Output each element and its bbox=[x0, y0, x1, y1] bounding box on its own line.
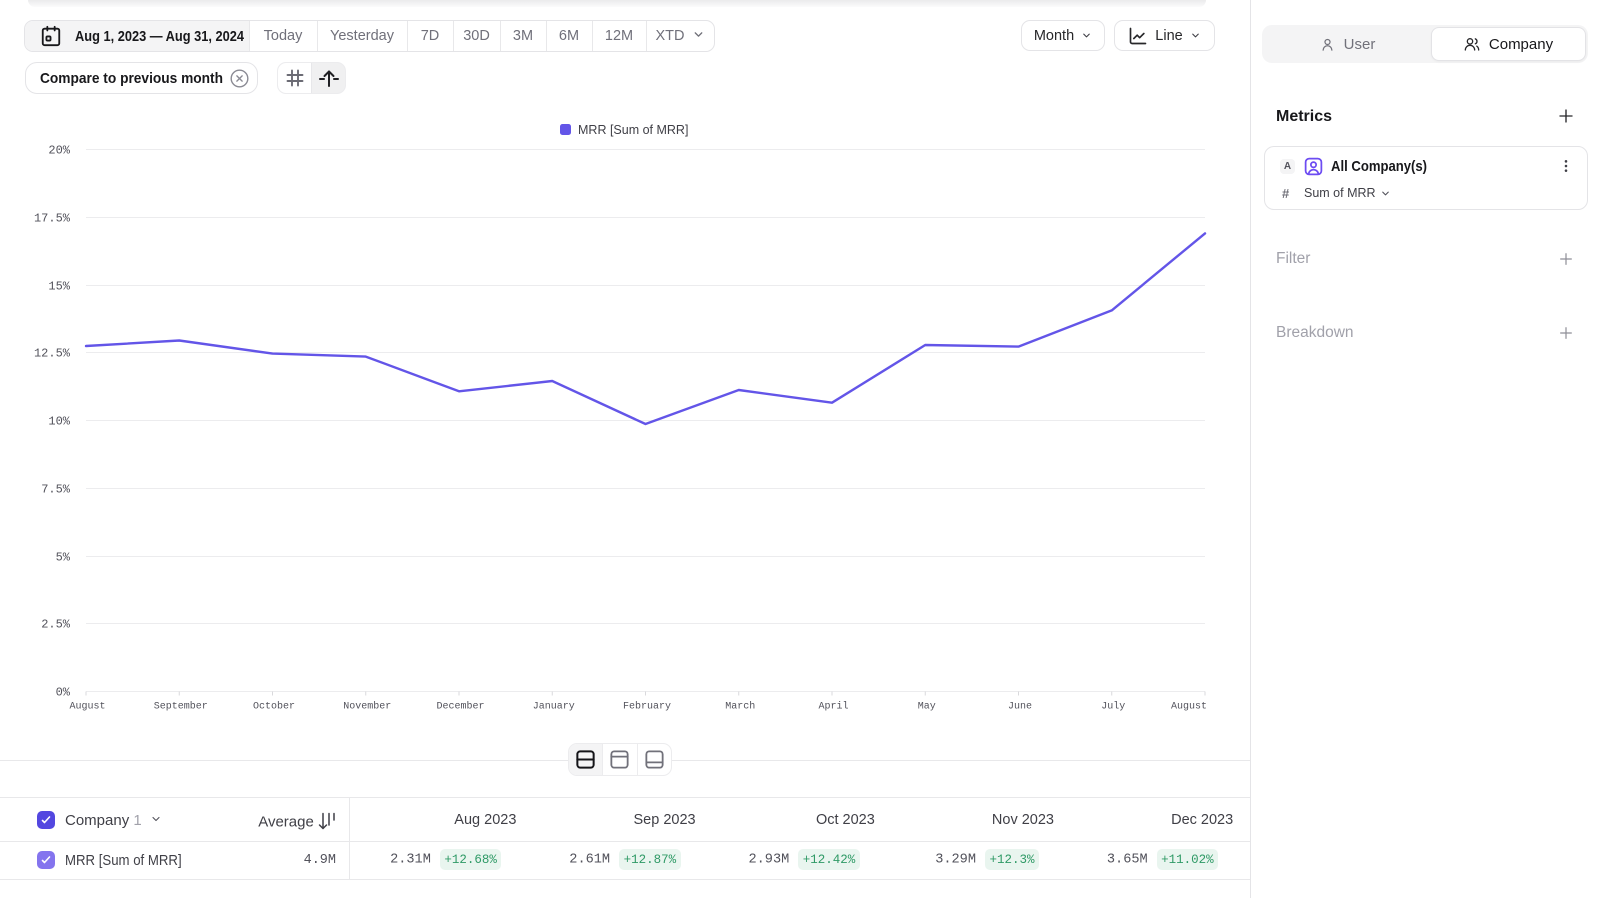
svg-text:September: September bbox=[154, 701, 208, 713]
svg-text:MRR [Sum of MRR]: MRR [Sum of MRR] bbox=[578, 123, 688, 137]
svg-text:July: July bbox=[1101, 701, 1125, 713]
svg-text:April: April bbox=[818, 701, 848, 713]
svg-text:20%: 20% bbox=[48, 144, 70, 158]
svg-text:10%: 10% bbox=[48, 415, 70, 429]
svg-text:December: December bbox=[436, 701, 484, 713]
svg-text:5%: 5% bbox=[56, 551, 71, 565]
svg-text:October: October bbox=[253, 701, 295, 713]
svg-text:August: August bbox=[69, 702, 105, 713]
svg-text:17.5%: 17.5% bbox=[34, 212, 71, 226]
svg-text:12.5%: 12.5% bbox=[34, 347, 71, 361]
svg-text:November: November bbox=[343, 701, 391, 713]
svg-text:February: February bbox=[623, 701, 671, 713]
svg-text:May: May bbox=[918, 702, 936, 713]
svg-text:August: August bbox=[1171, 702, 1207, 713]
svg-text:15%: 15% bbox=[48, 280, 70, 294]
svg-text:June: June bbox=[1008, 702, 1032, 713]
svg-text:March: March bbox=[725, 701, 755, 713]
svg-text:7.5%: 7.5% bbox=[41, 483, 71, 497]
svg-text:2.5%: 2.5% bbox=[41, 618, 71, 632]
svg-text:January: January bbox=[533, 702, 575, 713]
svg-text:0%: 0% bbox=[56, 686, 71, 700]
